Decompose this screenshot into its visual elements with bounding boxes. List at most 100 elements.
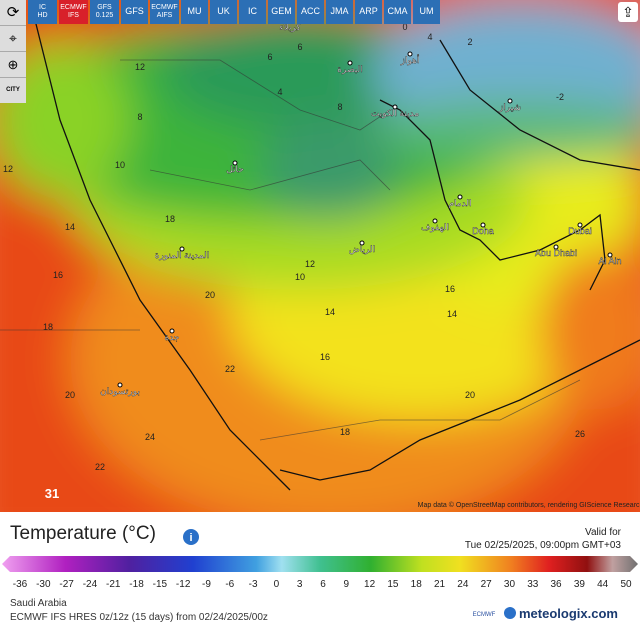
isotherm-label: 10 [295,272,305,282]
model-button[interactable]: UM [413,0,440,24]
model-label: HD [37,12,48,19]
scale-tick-label: -18 [129,579,144,590]
model-button[interactable]: ARP [355,0,382,24]
isotherm-label: 12 [135,62,145,72]
borders [0,59,581,441]
model-label: CMA [387,6,408,17]
isotherm-label: 14 [447,309,457,319]
city-label: الدمام [448,198,471,209]
city-dot [577,222,583,228]
city-dot [117,382,123,388]
model-label: UK [217,6,230,17]
model-button[interactable]: MU [181,0,208,24]
model-label: GFS [125,6,144,17]
scale-tick-label: -9 [202,579,211,590]
city-label: شيراز [498,102,521,113]
model-run: ECMWF IFS HRES 0z/12z (15 days) from 02/… [10,612,268,622]
model-label: ECMWF [151,4,178,12]
info-icon[interactable] [183,529,199,545]
scale-tick-label: 30 [504,579,516,590]
isotherm-label: 20 [465,390,475,400]
refresh-button[interactable]: ⟳ [0,0,26,26]
city-dot [457,194,463,200]
isotherm-label: 16 [53,270,63,280]
scale-tick-label: -36 [13,579,28,590]
isotherm-label: 22 [225,364,235,374]
isotherm-label: 4 [277,87,282,97]
city-dot [480,222,486,228]
model-button[interactable]: IC HD [28,0,57,24]
isotherm-label: 12 [305,259,315,269]
legend: Temperature (°C) i Valid for Tue 02/25/2… [2,523,638,622]
city-label: أهواز [400,53,420,66]
color-scale [2,556,638,572]
zoom-button[interactable]: ⊕ [0,52,26,78]
city-dot [169,328,175,334]
isotherm-label: 18 [43,322,53,332]
city-label: كربلاء [279,22,301,33]
scale-tick-label: 18 [411,579,423,590]
isotherm-label: 12 [3,164,13,174]
city-dot [232,160,238,166]
model-label: IFS [68,12,79,19]
city-label: البصرة [337,64,362,75]
city-dot [359,240,365,246]
isotherm-label: 24 [145,432,155,442]
city-label: بورتسودان [100,386,140,397]
scale-tick-label: 33 [527,579,539,590]
model-button[interactable]: ECMWF IFS [59,0,88,24]
isotherm-label: 26 [575,429,585,439]
model-label: GFS [97,4,112,12]
model-label: AIFS [156,12,173,19]
side-tools: ⟳ ⌖ ⊕ CITY [0,0,26,110]
scale-tick-label: 6 [320,579,326,590]
scale-tick-label: -15 [153,579,168,590]
isotherm-label: 20 [65,390,75,400]
model-button[interactable]: JMA [326,0,353,24]
model-button[interactable]: CMA [384,0,411,24]
isotherm-label: 6 [297,42,302,52]
scale-tick-label: 36 [551,579,563,590]
model-label: ECMWF [60,4,87,12]
model-button[interactable]: GFS [121,0,148,24]
isotherm-label: 14 [65,222,75,232]
isotherm-label: 16 [445,284,455,294]
day-badge: 31 [45,486,59,501]
scale-tick-label: -27 [59,579,74,590]
city-label: جدة [164,332,179,342]
attribution: Map data © OpenStreetMap contributors, r… [418,501,640,509]
model-button[interactable]: GEM [268,0,295,24]
locate-button[interactable]: ⌖ [0,26,26,52]
brand[interactable]: meteologix.com [519,606,618,621]
city-label: Dubai [568,226,592,236]
city-button[interactable]: CITY [0,78,26,103]
model-button[interactable]: GFS 0.125 [90,0,119,24]
isotherm-label: 20 [205,290,215,300]
model-button[interactable]: UK [210,0,237,24]
scale-tick-label: 3 [297,579,303,590]
city-label: Abu Dhabi [535,248,577,258]
legend-title: Temperature (°C) [10,523,156,544]
city-dot [347,60,353,66]
isotherm-label: 6 [267,52,272,62]
model-button[interactable]: ACC [297,0,324,24]
isotherm-label: 10 [115,160,125,170]
valid-time: Tue 02/25/2025, 09:00pm GMT+03 [465,540,622,551]
model-label: UM [419,6,434,17]
model-button[interactable]: ECMWF AIFS [150,0,179,24]
scale-tick-label: -24 [83,579,98,590]
isotherm-label: 16 [320,352,330,362]
share-button[interactable]: ⇪ [618,2,638,22]
isotherm-label: 8 [337,102,342,112]
scale-tick-label: 21 [434,579,446,590]
model-button[interactable]: IC [239,0,266,24]
isotherm-label: 18 [340,427,350,437]
city-label: مدينة الكويت [371,108,419,119]
region: Saudi Arabia [10,598,67,609]
city-dot [432,218,438,224]
isotherm-label: 8 [137,112,142,122]
city-dot [507,98,513,104]
scale-tick-label: 44 [597,579,609,590]
info-glyph: i [189,532,192,544]
